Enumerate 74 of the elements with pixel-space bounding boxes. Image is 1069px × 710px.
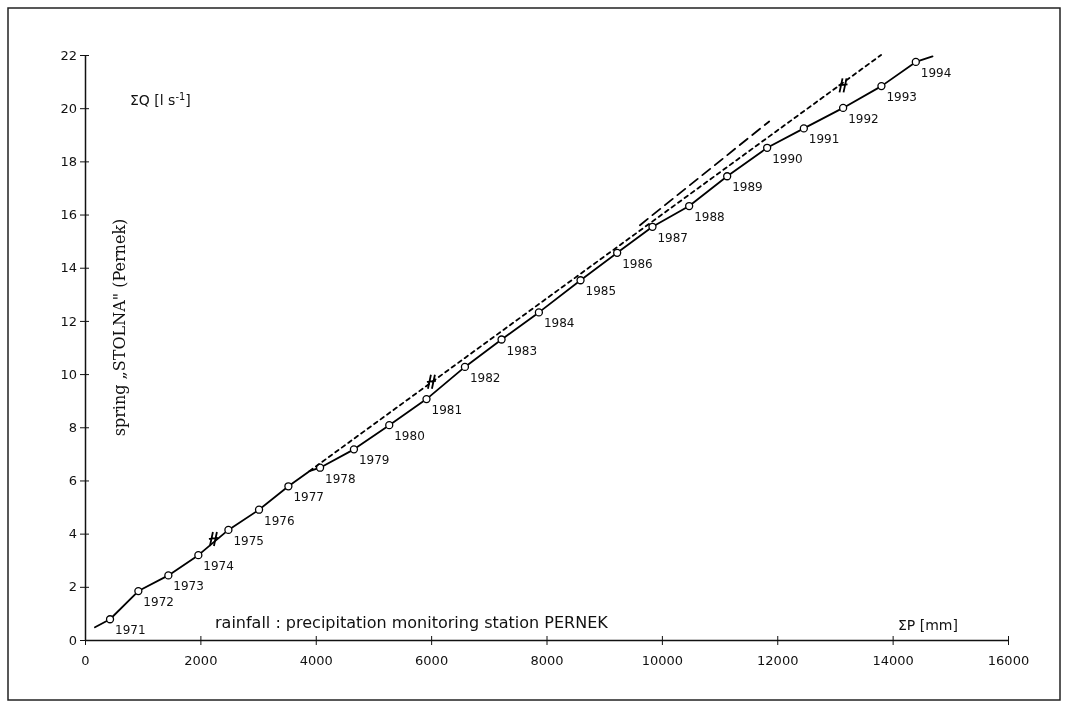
y-tick-label: 22 — [60, 47, 77, 63]
y-tick-label: 0 — [68, 632, 77, 648]
annotation: 1981 — [431, 403, 463, 418]
annotation: 1980 — [394, 429, 425, 444]
annotation: 1985 — [585, 284, 617, 299]
y-axis-title: spring „STOLNA" (Pernek) — [110, 218, 129, 437]
y-tick-label: 12 — [60, 313, 77, 329]
point — [613, 248, 622, 257]
x-tick-label: 8000 — [530, 652, 564, 668]
point — [877, 81, 886, 91]
point — [422, 394, 431, 404]
annotation: 1983 — [506, 343, 538, 358]
y-tick-label: 2 — [68, 579, 77, 595]
annotation: 1987 — [657, 230, 689, 245]
point — [837, 77, 849, 94]
y-tick-label: 18 — [60, 154, 77, 170]
annotation: 1976 — [264, 513, 295, 528]
point — [254, 505, 264, 514]
point — [838, 103, 848, 113]
annotation: 1992 — [848, 111, 879, 126]
x-tick-label: 10000 — [641, 652, 684, 668]
y-tick-label: 16 — [60, 207, 77, 223]
y-tick-label: 10 — [60, 366, 77, 382]
annotation: 1994 — [920, 65, 952, 80]
x-tick-label: 16000 — [987, 652, 1030, 668]
annotation: 1974 — [203, 559, 234, 574]
y-tick-label: 20 — [60, 100, 77, 116]
annotation: 1978 — [325, 471, 356, 486]
x-tick-label: 0 — [81, 652, 90, 668]
annotation: ΣP [mm] — [898, 617, 958, 633]
point — [911, 57, 920, 67]
annotation: 1991 — [808, 132, 840, 147]
y-tick-label: 14 — [60, 260, 77, 276]
point — [134, 586, 143, 596]
annotation: 1979 — [358, 453, 390, 468]
y-tick-label: 6 — [68, 473, 77, 489]
point — [648, 222, 657, 231]
x-tick-label: 6000 — [415, 652, 449, 668]
annotation: ΣQ [l s$^{-1}$] — [130, 90, 191, 108]
point — [224, 525, 233, 535]
annotation: 1988 — [694, 210, 725, 225]
point — [497, 335, 506, 344]
point — [105, 615, 115, 624]
annotation: 1975 — [233, 533, 264, 548]
point — [576, 276, 585, 285]
point — [284, 482, 293, 491]
x-tick-label: 4000 — [299, 652, 333, 668]
point — [723, 172, 732, 181]
x-tick-label: 14000 — [872, 652, 914, 668]
point — [349, 445, 359, 454]
annotation: 1982 — [469, 370, 501, 385]
annotation: 1973 — [173, 579, 204, 594]
annotation: 1971 — [115, 623, 146, 638]
point — [763, 143, 772, 152]
point — [534, 308, 544, 317]
point — [164, 571, 173, 580]
annotation: 1989 — [732, 180, 763, 195]
point — [685, 201, 694, 211]
point — [385, 421, 394, 430]
x-tick-label: 2000 — [184, 652, 218, 668]
annotation: 1972 — [143, 595, 174, 610]
annotation: 1984 — [543, 316, 575, 331]
y-tick-label: 4 — [68, 526, 77, 542]
point — [799, 124, 808, 133]
x-tick-label: 12000 — [757, 652, 799, 668]
point — [460, 362, 470, 372]
annotation: 1977 — [293, 490, 324, 505]
x-axis-title: rainfall : precipitation monitoring station PERNEK — [215, 613, 609, 632]
annotation: 1990 — [772, 151, 803, 166]
annotation: 1986 — [622, 256, 653, 271]
y-tick-label: 8 — [68, 419, 77, 435]
annotation: 1993 — [886, 90, 917, 105]
point — [315, 463, 325, 472]
point — [194, 551, 203, 560]
